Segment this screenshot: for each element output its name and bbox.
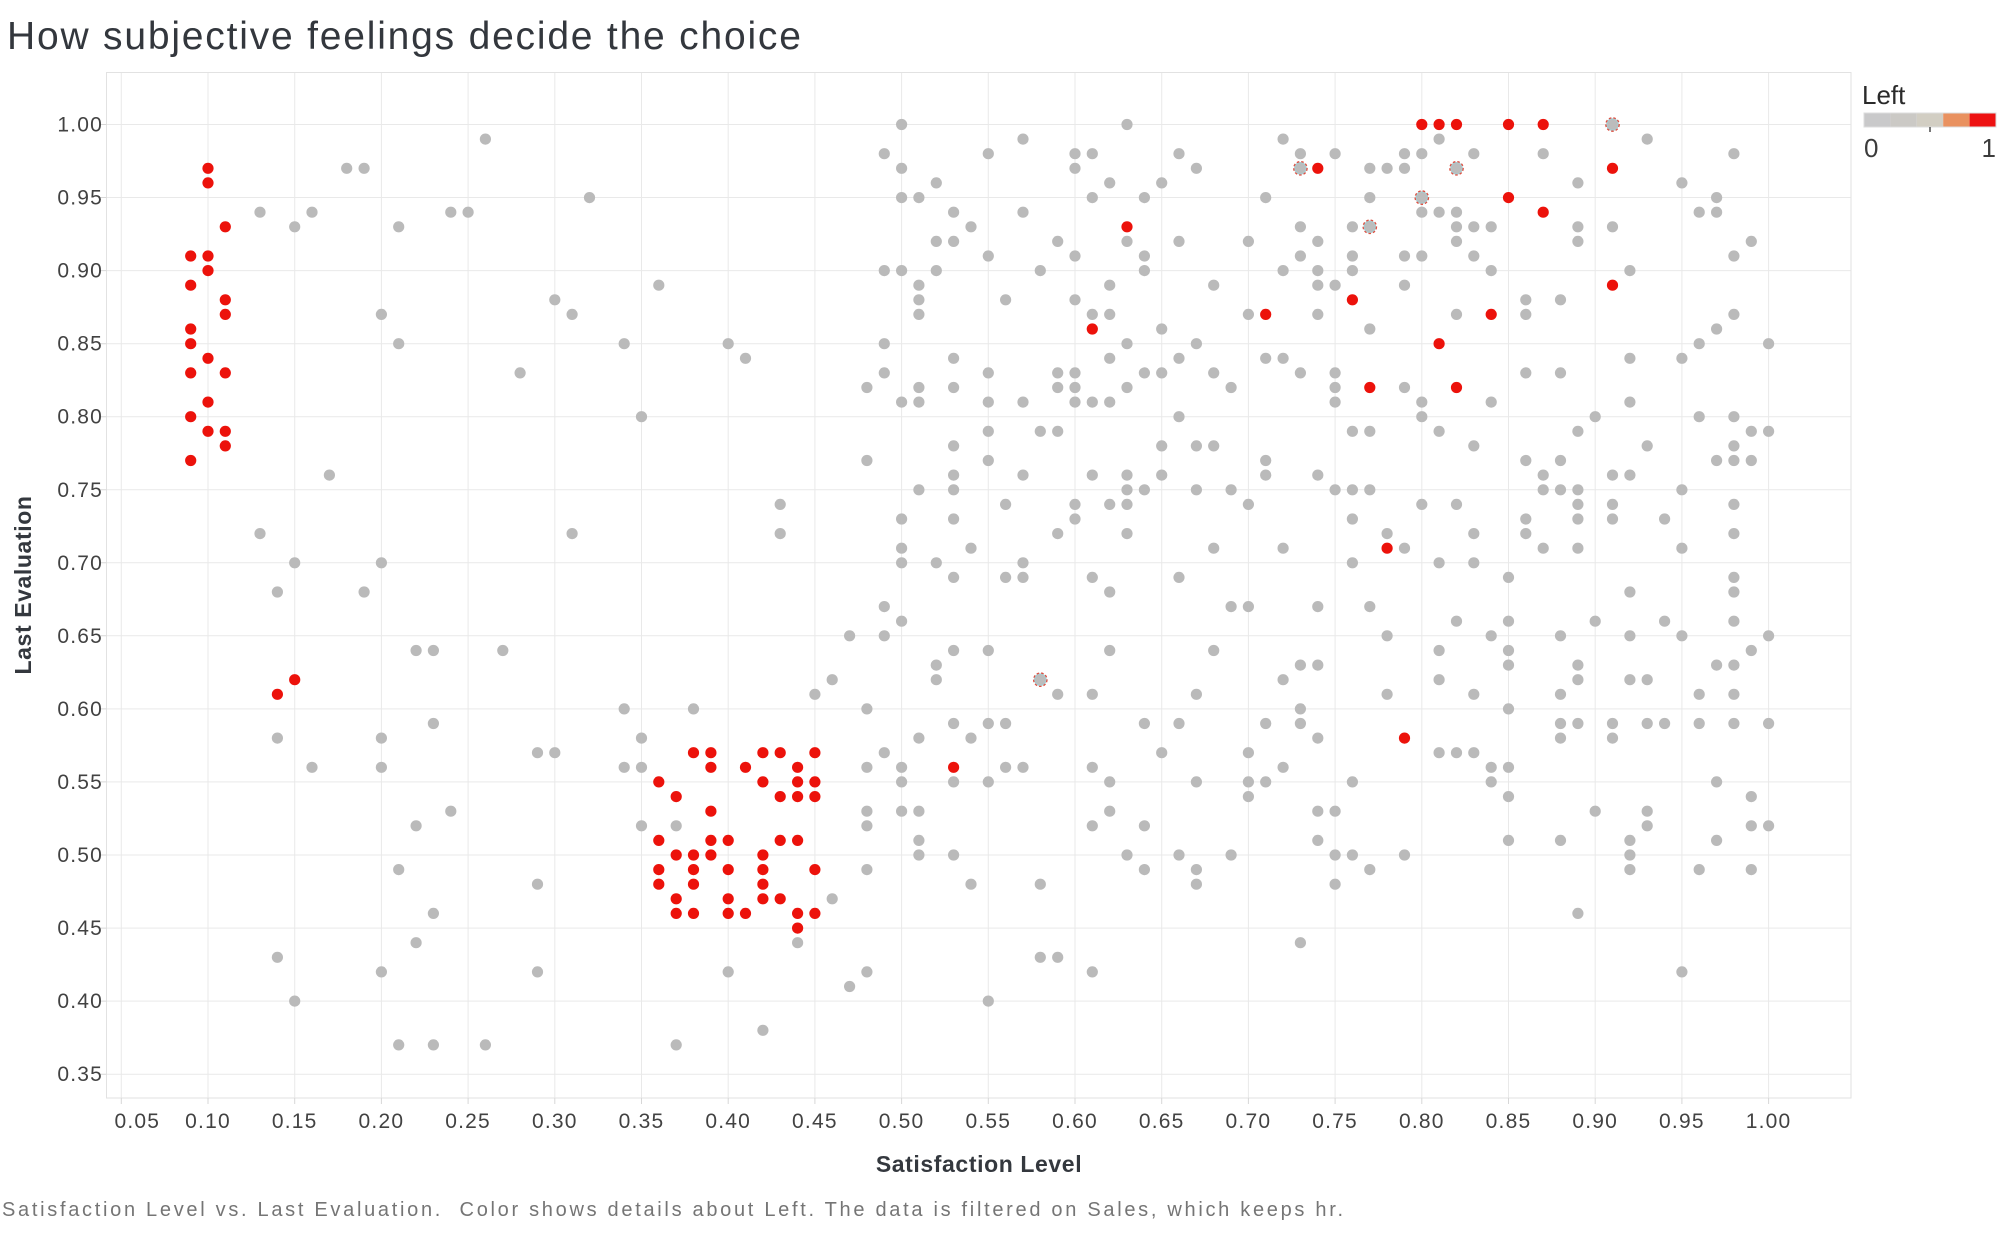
svg-text:0.90: 0.90 [1572, 1110, 1618, 1133]
svg-text:0.70: 0.70 [1226, 1110, 1272, 1133]
svg-text:0.80: 0.80 [1399, 1110, 1445, 1133]
svg-text:0.95: 0.95 [1659, 1110, 1705, 1133]
svg-text:0.65: 0.65 [1139, 1110, 1185, 1133]
svg-text:0.10: 0.10 [185, 1110, 231, 1133]
svg-text:0.60: 0.60 [57, 698, 103, 721]
svg-text:0.45: 0.45 [792, 1110, 838, 1133]
svg-text:0.35: 0.35 [57, 1063, 103, 1086]
svg-text:0.50: 0.50 [879, 1110, 925, 1133]
svg-text:Satisfaction Level vs. Last Ev: Satisfaction Level vs. Last Evaluation. … [2, 1199, 1346, 1221]
svg-text:0.75: 0.75 [57, 479, 103, 502]
svg-text:0.35: 0.35 [619, 1110, 665, 1133]
svg-text:0.60: 0.60 [1052, 1110, 1098, 1133]
svg-text:0.90: 0.90 [57, 260, 103, 283]
svg-text:0.05: 0.05 [114, 1110, 160, 1133]
svg-text:1.00: 1.00 [57, 114, 103, 137]
svg-text:0.55: 0.55 [57, 771, 103, 794]
svg-text:0.40: 0.40 [57, 990, 103, 1013]
svg-text:0: 0 [1864, 133, 1878, 163]
svg-text:0.80: 0.80 [57, 406, 103, 429]
svg-text:0.25: 0.25 [445, 1110, 491, 1133]
svg-text:0.75: 0.75 [1312, 1110, 1358, 1133]
svg-text:0.95: 0.95 [57, 187, 103, 210]
svg-text:Satisfaction Level: Satisfaction Level [876, 1151, 1082, 1177]
svg-text:How subjective feelings decide: How subjective feelings decide the choic… [7, 15, 803, 58]
svg-text:Last Evaluation: Last Evaluation [10, 496, 36, 675]
svg-text:0.20: 0.20 [359, 1110, 405, 1133]
svg-text:0.70: 0.70 [57, 552, 103, 575]
svg-text:0.30: 0.30 [532, 1110, 578, 1133]
svg-text:0.40: 0.40 [705, 1110, 751, 1133]
svg-text:0.85: 0.85 [1486, 1110, 1532, 1133]
svg-text:0.15: 0.15 [272, 1110, 318, 1133]
svg-text:0.65: 0.65 [57, 625, 103, 648]
svg-text:0.85: 0.85 [57, 333, 103, 356]
svg-text:1.00: 1.00 [1746, 1110, 1792, 1133]
svg-text:0.50: 0.50 [57, 844, 103, 867]
svg-text:1: 1 [1982, 133, 1996, 163]
svg-text:0.55: 0.55 [965, 1110, 1011, 1133]
svg-text:Left: Left [1862, 80, 1906, 110]
svg-text:0.45: 0.45 [57, 917, 103, 940]
